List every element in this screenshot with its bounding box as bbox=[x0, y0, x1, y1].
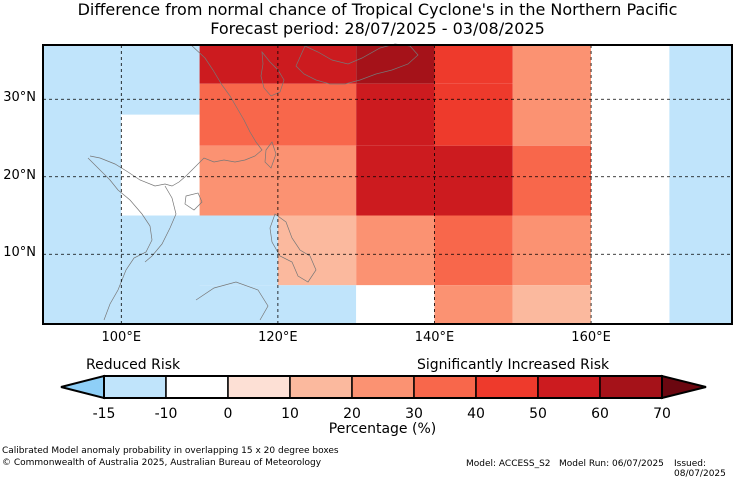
anomaly-cell bbox=[591, 45, 670, 216]
coastline-indochina bbox=[87, 157, 153, 321]
lat-label-10: 10°N bbox=[3, 245, 36, 261]
anomaly-cell bbox=[121, 215, 278, 286]
lon-label-120: 120°E bbox=[258, 330, 298, 345]
lon-label-160: 160°E bbox=[571, 330, 611, 345]
map-title-line2: Forecast period: 28/07/2025 - 03/08/2025 bbox=[210, 19, 545, 38]
anomaly-cell bbox=[356, 215, 435, 286]
colorbar-over-arrow bbox=[661, 374, 707, 400]
colorbar-swatch bbox=[227, 375, 291, 399]
anomaly-cell bbox=[434, 83, 513, 146]
anomaly-cell bbox=[669, 45, 732, 177]
lat-label-20: 20°N bbox=[3, 167, 36, 183]
colorbar-swatch bbox=[475, 375, 539, 399]
colorbar-tick-label: 0 bbox=[223, 406, 233, 422]
colorbar-swatch bbox=[413, 375, 477, 399]
anomaly-cell bbox=[512, 215, 592, 286]
colorbar-unit-label: Percentage (%) bbox=[328, 421, 437, 437]
anomaly-cell bbox=[512, 285, 592, 324]
coastline-vietnam bbox=[144, 185, 177, 263]
anomaly-cell bbox=[43, 215, 122, 324]
footer-copyright: © Commonwealth of Australia 2025, Austra… bbox=[2, 458, 322, 468]
anomaly-cell bbox=[356, 83, 435, 146]
colorbar-frame bbox=[103, 375, 663, 399]
anomaly-cell bbox=[199, 145, 357, 216]
colorbar-tick-label: 20 bbox=[343, 406, 361, 422]
anomaly-cell bbox=[669, 176, 732, 324]
anomaly-cell bbox=[434, 285, 513, 324]
coastline-japan bbox=[295, 43, 419, 85]
reduced-risk-label: Reduced Risk bbox=[86, 357, 181, 373]
colorbar-tick-label: 70 bbox=[653, 406, 671, 422]
coastline-taiwan bbox=[264, 141, 277, 169]
colorbar-swatch bbox=[599, 375, 663, 399]
coastline-hainan bbox=[184, 192, 203, 211]
colorbar-swatch bbox=[289, 375, 353, 399]
colorbar-tick-label: 40 bbox=[467, 406, 485, 422]
anomaly-cells bbox=[43, 45, 732, 324]
colorbar-tick-label: 30 bbox=[405, 406, 423, 422]
footer-description: Calibrated Model anomaly probability in … bbox=[2, 446, 339, 456]
coastline-borneo bbox=[195, 281, 269, 321]
lon-label-140: 140°E bbox=[414, 330, 455, 345]
colorbar-swatch bbox=[351, 375, 415, 399]
anomaly-cell bbox=[121, 45, 200, 115]
colorbar-swatch bbox=[537, 375, 601, 399]
lon-label-100: 100°E bbox=[101, 330, 142, 345]
increased-risk-label: Significantly Increased Risk bbox=[417, 357, 610, 373]
colorbar-under-arrow bbox=[60, 374, 105, 400]
map-title-line1: Difference from normal chance of Tropica… bbox=[77, 0, 678, 19]
anomaly-cell bbox=[277, 215, 357, 286]
anomaly-cell bbox=[356, 45, 435, 84]
anomaly-cell bbox=[356, 285, 435, 324]
anomaly-cell bbox=[512, 145, 592, 216]
colorbar-swatch bbox=[103, 375, 167, 399]
coastline-china bbox=[89, 43, 263, 187]
anomaly-cell bbox=[121, 114, 200, 216]
colorbar-swatch bbox=[165, 375, 229, 399]
colorbar-tick-label: 60 bbox=[591, 406, 609, 422]
anomaly-cell bbox=[434, 145, 513, 216]
anomaly-cell bbox=[434, 45, 513, 84]
colorbar bbox=[60, 374, 707, 400]
footer-issued: Issued: 08/07/2025 bbox=[674, 459, 726, 479]
lat-label-30: 30°N bbox=[3, 90, 36, 106]
anomaly-cell bbox=[121, 285, 357, 324]
anomaly-cell bbox=[356, 145, 435, 216]
coastline bbox=[87, 43, 419, 321]
colorbar-tick-label: 50 bbox=[529, 406, 547, 422]
anomaly-cell bbox=[591, 215, 670, 324]
grid-lines bbox=[43, 45, 732, 324]
coastline-korea bbox=[260, 50, 285, 97]
footer-model-run: Model Run: 06/07/2025 bbox=[559, 459, 664, 469]
anomaly-cell bbox=[43, 45, 122, 216]
footer-model: Model: ACCESS_S2 bbox=[466, 459, 551, 469]
anomaly-cell bbox=[434, 215, 513, 286]
anomaly-cell bbox=[512, 45, 592, 146]
colorbar-tick-label: 10 bbox=[281, 406, 299, 422]
colorbar-tick-label: -10 bbox=[154, 406, 178, 422]
map-frame bbox=[42, 44, 733, 325]
colorbar-tick-label: -15 bbox=[92, 406, 116, 422]
coastline-philippines bbox=[269, 213, 317, 283]
